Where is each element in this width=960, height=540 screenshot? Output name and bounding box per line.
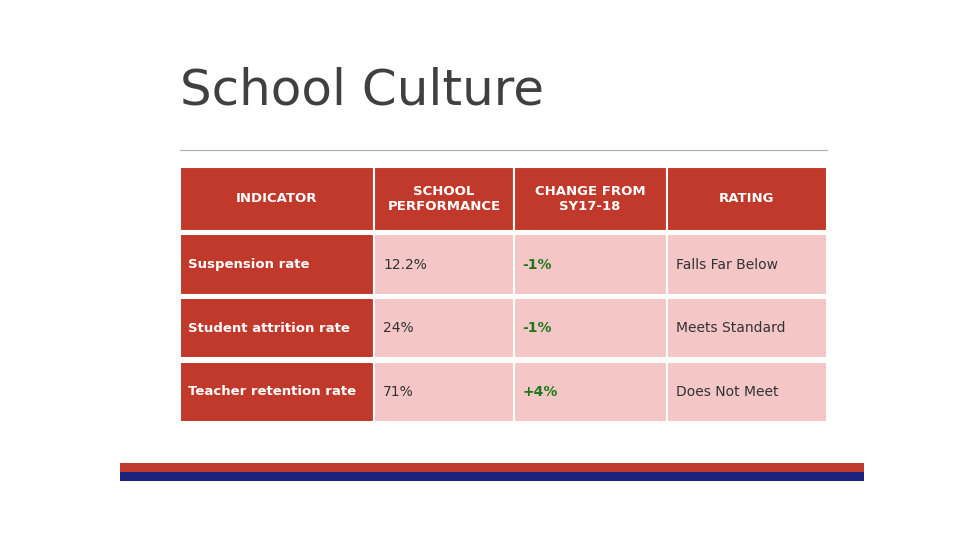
Text: RATING: RATING [719,192,775,205]
Text: 12.2%: 12.2% [383,258,427,272]
FancyBboxPatch shape [180,167,374,231]
FancyBboxPatch shape [374,298,514,359]
FancyBboxPatch shape [374,234,514,295]
Text: INDICATOR: INDICATOR [236,192,318,205]
Text: Meets Standard: Meets Standard [676,321,785,335]
Text: -1%: -1% [522,258,552,272]
Text: -1%: -1% [522,321,552,335]
FancyBboxPatch shape [514,362,666,422]
Text: CHANGE FROM
SY17-18: CHANGE FROM SY17-18 [535,185,645,213]
FancyBboxPatch shape [514,167,666,231]
Text: Teacher retention rate: Teacher retention rate [188,386,356,399]
Text: 71%: 71% [383,385,414,399]
FancyBboxPatch shape [666,167,827,231]
FancyBboxPatch shape [180,234,374,295]
Text: Suspension rate: Suspension rate [188,258,310,271]
FancyBboxPatch shape [514,298,666,359]
Text: School Culture: School Culture [180,67,543,114]
FancyBboxPatch shape [514,234,666,295]
Text: Student attrition rate: Student attrition rate [188,322,350,335]
Text: Does Not Meet: Does Not Meet [676,385,779,399]
Text: Falls Far Below: Falls Far Below [676,258,778,272]
FancyBboxPatch shape [180,298,374,359]
FancyBboxPatch shape [180,362,374,422]
FancyBboxPatch shape [666,298,827,359]
FancyBboxPatch shape [120,463,864,481]
FancyBboxPatch shape [374,167,514,231]
FancyBboxPatch shape [666,234,827,295]
Text: 24%: 24% [383,321,414,335]
Text: +4%: +4% [522,385,558,399]
FancyBboxPatch shape [120,472,864,481]
Text: SCHOOL
PERFORMANCE: SCHOOL PERFORMANCE [388,185,500,213]
FancyBboxPatch shape [666,362,827,422]
FancyBboxPatch shape [374,362,514,422]
